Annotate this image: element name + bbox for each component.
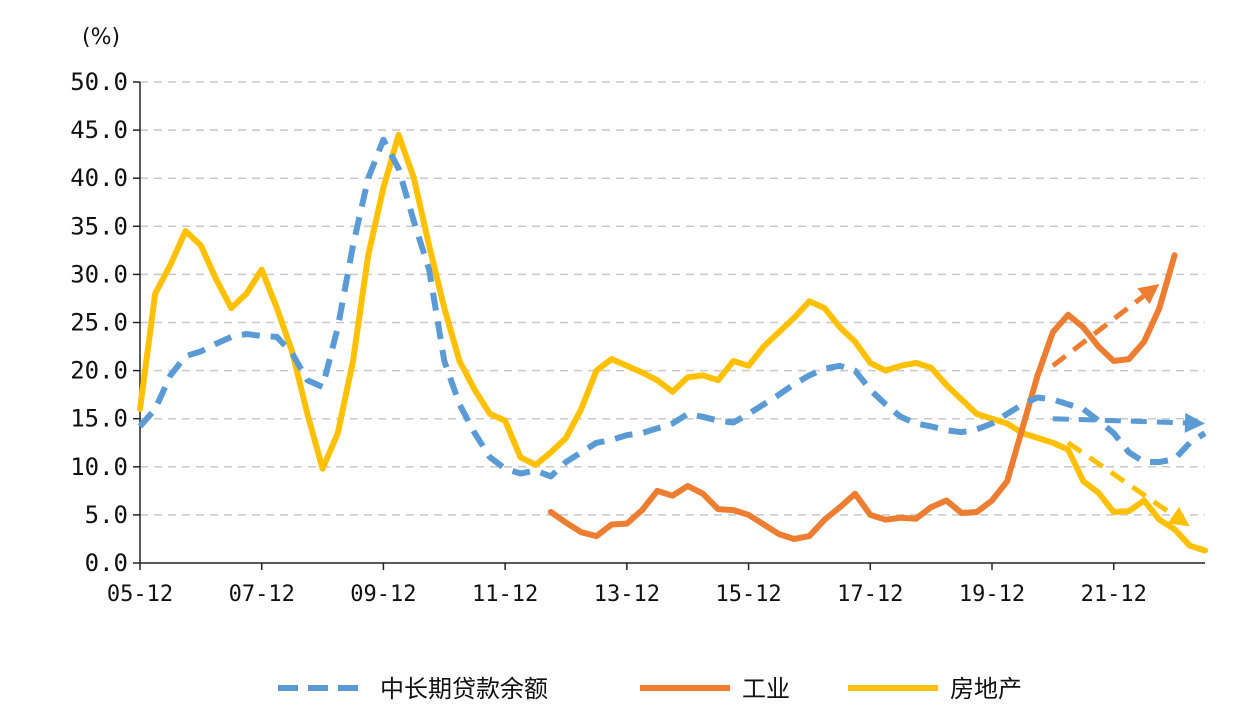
x-tick-label: 19-12 <box>959 582 1025 607</box>
trend-arrow-line <box>1052 416 1186 426</box>
legend-label: 工业 <box>742 675 790 703</box>
y-tick-label: 50.0 <box>70 68 128 96</box>
y-tick-label: 30.0 <box>70 260 128 288</box>
x-tick-label: 17-12 <box>837 582 903 607</box>
trend-arrow-head <box>1184 412 1205 433</box>
series-line-industry <box>547 252 1178 542</box>
x-tick-label: 21-12 <box>1081 582 1147 607</box>
y-tick-label: 10.0 <box>70 453 128 481</box>
x-tick-label: 05-12 <box>107 582 173 607</box>
trend-arrows <box>1051 284 1205 527</box>
trend-arrow-head <box>1137 284 1160 305</box>
x-tick-labels: 05-12 07-12 09-12 11-12 13-12 15-12 17-12 19-12… <box>107 582 1147 607</box>
series-line-real-estate <box>137 131 1208 554</box>
legend-label: 中长期贷款余额 <box>380 675 548 703</box>
legend: 中长期贷款余额 工业 房地产 <box>278 675 1022 703</box>
y-tick-label: 15.0 <box>70 405 128 433</box>
y-tick-label: 0.0 <box>85 549 128 577</box>
x-tick-label: 13-12 <box>594 582 660 607</box>
x-tick-label: 11-12 <box>472 582 538 607</box>
y-tick-label: 40.0 <box>70 164 128 192</box>
trend-arrow-head <box>1167 506 1190 527</box>
trend-arrow-line <box>1051 294 1146 368</box>
y-tick-label: 45.0 <box>70 116 128 144</box>
y-tick-label: 25.0 <box>70 309 128 337</box>
y-unit-label: (%) <box>82 25 120 50</box>
y-tick-label: 20.0 <box>70 357 128 385</box>
grid-lines <box>140 81 1205 516</box>
x-tick-label: 15-12 <box>715 582 781 607</box>
x-tick-label: 09-12 <box>350 582 416 607</box>
series-lines <box>137 131 1208 554</box>
series-line-loans <box>137 136 1207 480</box>
legend-label: 房地产 <box>950 675 1022 703</box>
y-tick-label: 5.0 <box>85 501 128 529</box>
trend-arrow-line <box>1066 440 1175 518</box>
axes <box>133 81 1205 570</box>
y-tick-label: 35.0 <box>70 212 128 240</box>
x-tick-label: 07-12 <box>229 582 295 607</box>
y-tick-labels: 0.0 5.0 10.0 15.0 20.0 25.0 30.0 35.0 40.0 45.0 50… <box>70 68 128 577</box>
